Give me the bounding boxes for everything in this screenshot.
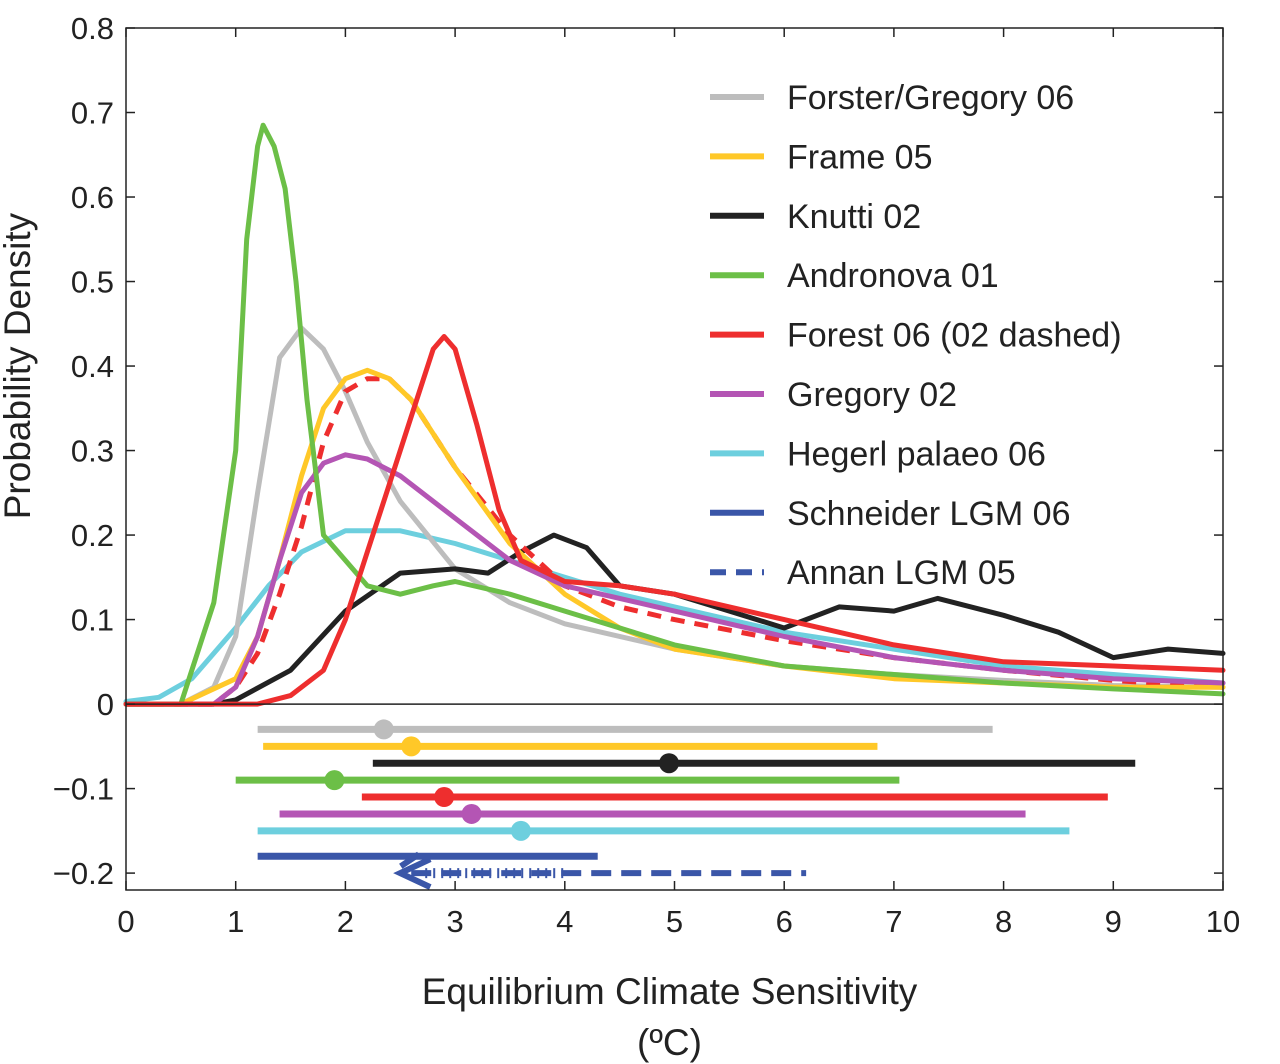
x-tick-label: 1	[227, 904, 244, 939]
range-marker-gregory-02	[461, 803, 482, 824]
range-arrow-schneider-lgm-06	[399, 851, 421, 869]
x-tick-label: 6	[776, 904, 793, 939]
y-tick-label: 0.6	[71, 180, 114, 215]
y-tick-label: −0.1	[53, 772, 114, 807]
y-tick-label: 0	[97, 687, 114, 722]
x-axis-unit: (ºC)	[637, 1022, 702, 1063]
legend-label-frame-05: Frame 05	[787, 138, 933, 176]
x-tick-label: 5	[666, 904, 683, 939]
y-tick-label: 0.3	[71, 434, 114, 469]
x-tick-label: 3	[446, 904, 463, 939]
y-tick-label: 0.8	[71, 11, 114, 46]
series-line-hegerl-palaeo-06	[123, 528, 1226, 704]
series-layer	[123, 122, 1226, 707]
tick-layer: 0 1 2 3 4 5 6 7 8 9 100.80.70.60.50.40.30.20.10−0.…	[53, 11, 1240, 939]
y-tick-label: 0.1	[71, 603, 114, 638]
legend-label-knutti-02: Knutti 02	[787, 198, 921, 236]
range-marker-knutti-02	[659, 753, 680, 774]
range-marker-forest-06	[434, 787, 455, 808]
y-tick-label: 0.2	[71, 518, 114, 553]
range-marker-frame-05	[401, 736, 422, 757]
legend-label-gregory-02: Gregory 02	[787, 376, 957, 414]
series-line-forest-06-02-dashed	[123, 334, 1226, 707]
y-tick-label: 0.7	[71, 96, 114, 131]
series-line-frame-05	[123, 367, 1226, 707]
range-marker-forster-gregory-06	[373, 719, 394, 740]
x-tick-label: 7	[885, 904, 902, 939]
legend-label-andronova-01: Andronova 01	[787, 257, 999, 295]
legend-label-annan-lgm-05: Annan LGM 05	[787, 554, 1016, 592]
x-tick-label: 2	[337, 904, 354, 939]
x-tick-label: 8	[995, 904, 1012, 939]
x-tick-label: 10	[1206, 904, 1240, 939]
range-marker-andronova-01	[324, 770, 345, 791]
x-tick-label: 0	[117, 904, 134, 939]
y-tick-label: 0.5	[71, 265, 114, 300]
series-line-gregory-02	[123, 452, 1226, 707]
range-arrow-annan-lgm-05	[393, 856, 432, 890]
range-marker-hegerl-palaeo-06	[510, 820, 531, 841]
legend-label-hegerl-palaeo-06: Hegerl palaeo 06	[787, 435, 1046, 473]
y-axis-label: Probability Density	[0, 212, 38, 519]
y-tick-label: −0.2	[53, 856, 114, 891]
legend-label-schneider-lgm-06: Schneider LGM 06	[787, 495, 1071, 533]
x-tick-label: 9	[1105, 904, 1122, 939]
legend-label-forster-gregory-06: Forster/Gregory 06	[787, 79, 1074, 117]
series-line-andronova-01	[123, 122, 1226, 707]
legend: Forster/Gregory 06 Frame 05 Knutti 02 Andro…	[710, 79, 1122, 592]
x-axis-label: Equilibrium Climate Sensitivity	[422, 971, 918, 1012]
x-tick-label: 4	[556, 904, 573, 939]
legend-label-forest-06-02-dashed: Forest 06 (02 dashed)	[787, 317, 1122, 355]
series-line-forest-02	[126, 376, 1224, 707]
y-tick-label: 0.4	[71, 349, 114, 384]
range-layer	[235, 719, 1136, 890]
